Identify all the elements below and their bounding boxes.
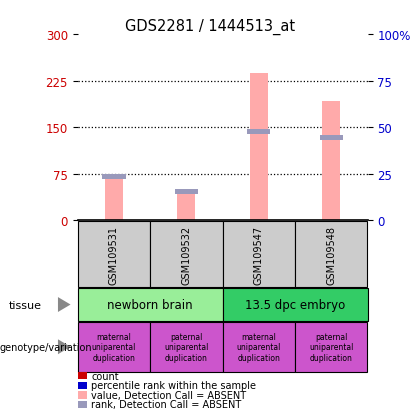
Text: rank, Detection Call = ABSENT: rank, Detection Call = ABSENT (91, 399, 242, 409)
Text: paternal
uniparental
duplication: paternal uniparental duplication (164, 332, 209, 362)
Text: GSM109548: GSM109548 (326, 225, 336, 284)
Text: value, Detection Call = ABSENT: value, Detection Call = ABSENT (91, 390, 246, 400)
Text: tissue: tissue (8, 300, 42, 310)
Text: 13.5 dpc embryo: 13.5 dpc embryo (245, 298, 345, 311)
Text: maternal
uniparental
duplication: maternal uniparental duplication (236, 332, 281, 362)
Bar (250, 74, 268, 221)
Bar (105, 174, 123, 221)
Text: genotype/variation: genotype/variation (0, 342, 93, 352)
Text: GDS2281 / 1444513_at: GDS2281 / 1444513_at (125, 19, 295, 35)
Bar (247, 130, 270, 135)
Bar (320, 136, 343, 141)
Text: GSM109531: GSM109531 (109, 225, 119, 284)
Bar (102, 174, 126, 179)
Bar (177, 190, 195, 221)
Text: maternal
uniparental
duplication: maternal uniparental duplication (92, 332, 136, 362)
Text: percentile rank within the sample: percentile rank within the sample (91, 380, 256, 390)
Text: GSM109532: GSM109532 (181, 225, 192, 284)
Text: GSM109547: GSM109547 (254, 225, 264, 284)
Text: newborn brain: newborn brain (108, 298, 193, 311)
Bar (322, 102, 340, 221)
Bar (175, 190, 198, 195)
Text: paternal
uniparental
duplication: paternal uniparental duplication (309, 332, 354, 362)
Text: count: count (91, 371, 119, 381)
